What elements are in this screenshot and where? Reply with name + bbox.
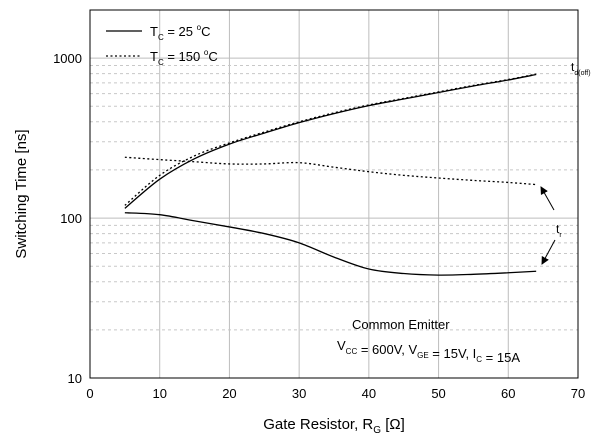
legend-label-25c: TC = 25 oC: [150, 23, 210, 42]
x-tick-label: 0: [86, 386, 93, 401]
condition-line-1: Common Emitter: [352, 317, 450, 332]
series-layer: [124, 73, 537, 276]
plot-area: [89, 9, 579, 379]
x-axis-title: Gate Resistor, RG [Ω]: [263, 416, 405, 436]
series-line-tdoff-150c: [124, 73, 537, 206]
legend: TC = 25 oC TC = 150 oC: [106, 23, 218, 67]
series-line-tr-150c: [124, 156, 537, 186]
x-tick-label: 50: [431, 386, 445, 401]
y-tick-label: 100: [60, 211, 82, 226]
x-axis-title-main: Gate Resistor, R: [263, 416, 373, 433]
y-axis-title: Switching Time [ns]: [13, 129, 30, 258]
annotations: td(off) tr Common Emitter VCC = 600V, VGE =…: [337, 60, 591, 365]
annotation-tdoff: td(off): [571, 60, 591, 77]
x-tick-label: 10: [152, 386, 166, 401]
x-axis-title-unit: [Ω]: [381, 416, 405, 433]
grid: [90, 10, 578, 378]
x-tick-label: 20: [222, 386, 236, 401]
condition-line-2: VCC = 600V, VGE = 15V, IC = 15A: [337, 338, 520, 365]
x-tick-label: 70: [571, 386, 585, 401]
x-tick-label: 40: [362, 386, 376, 401]
annotation-arrow-tr-150c: [540, 186, 555, 211]
x-tick-label: 60: [501, 386, 515, 401]
axis-ticks: 0 10 20 30 40 50 60 70 10 100 1000: [53, 51, 585, 401]
x-tick-label: 30: [292, 386, 306, 401]
annotation-arrow-tr-25c: [541, 239, 556, 265]
legend-label-150c: TC = 150 oC: [150, 48, 218, 67]
y-tick-label: 10: [68, 371, 82, 386]
y-tick-label: 1000: [53, 51, 82, 66]
x-axis-title-sub: G: [373, 425, 381, 436]
series-line-tr-25c: [124, 212, 537, 276]
annotation-tr: tr: [556, 222, 562, 239]
